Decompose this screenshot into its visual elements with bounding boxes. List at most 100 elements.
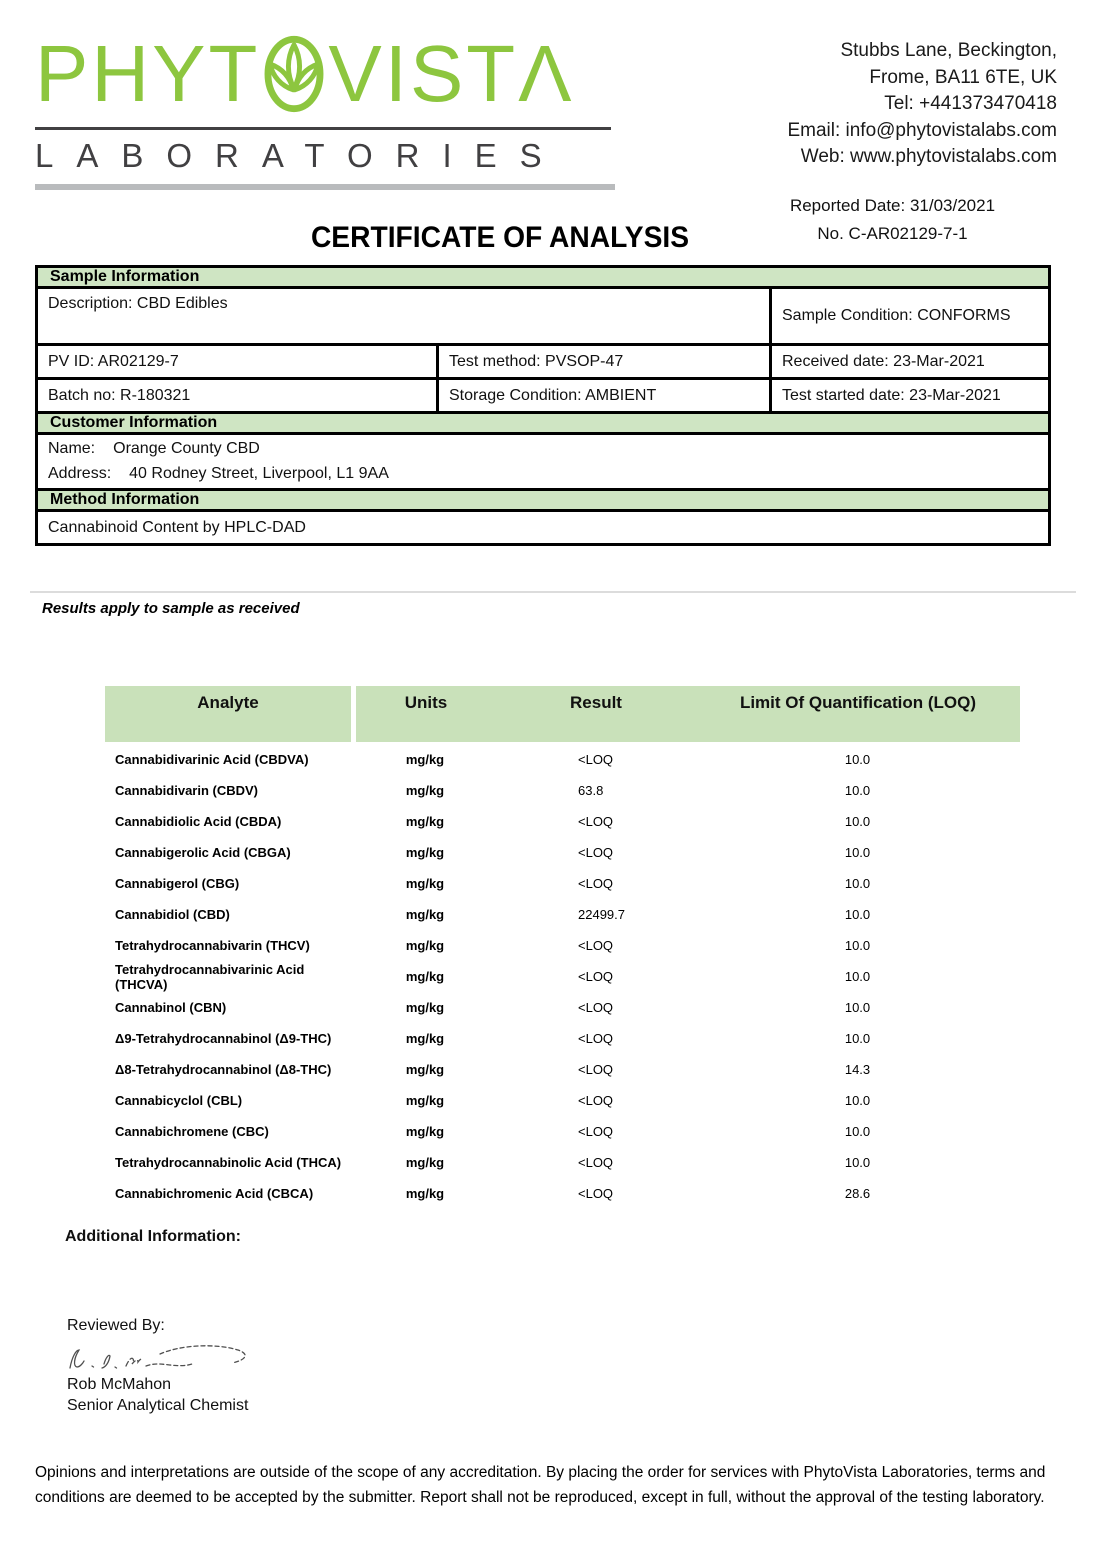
loq-cell: 10.0	[844, 1000, 871, 1015]
table-row: Cannabidiolic Acid (CBDA) mg/kg <LOQ 10.…	[105, 806, 1020, 837]
loq-cell: 14.3	[844, 1062, 871, 1077]
analyte-cell: Δ9-Tetrahydrocannabinol (Δ9-THC)	[115, 1031, 332, 1046]
loq-column-header: Limit Of Quantification (LOQ)	[739, 693, 977, 712]
customer-information-header: Customer Information	[38, 414, 1048, 435]
analyte-cell: Cannabidiol (CBD)	[115, 907, 230, 922]
analyte-cell: Cannabichromene (CBC)	[115, 1124, 269, 1139]
method-information-header: Method Information	[38, 491, 1048, 512]
units-cell: mg/kg	[405, 876, 445, 891]
sample-ids-row: PV ID: AR02129-7 Test method: PVSOP-47 R…	[38, 346, 1048, 380]
result-cell: <LOQ	[578, 1062, 614, 1077]
sample-information-header: Sample Information	[38, 268, 1048, 289]
footer-disclaimer: Opinions and interpretations are outside…	[35, 1464, 1046, 1506]
customer-details: Name: Orange County CBD Address: 40 Rodn…	[38, 435, 1048, 491]
loq-cell: 10.0	[844, 969, 871, 984]
table-row: Δ9-Tetrahydrocannabinol (Δ9-THC) mg/kg <…	[105, 1023, 1020, 1054]
info-table: Sample Information Description: CBD Edib…	[35, 265, 1051, 546]
loq-cell: 10.0	[844, 938, 871, 953]
analyte-column-header: Analyte	[105, 686, 351, 742]
loq-cell: 10.0	[844, 1031, 871, 1046]
leaf-icon	[264, 35, 324, 113]
loq-cell: 10.0	[844, 814, 871, 829]
customer-address-row: Address: 40 Rodney Street, Liverpool, L1…	[48, 465, 1038, 483]
table-row: Cannabidivarin (CBDV) mg/kg 63.8 10.0	[105, 775, 1020, 806]
logo-word-part2: VIST	[328, 29, 519, 118]
result-cell: 63.8	[578, 783, 604, 798]
table-row: Cannabigerol (CBG) mg/kg <LOQ 10.0	[105, 868, 1020, 899]
results-rows: Cannabidivarinic Acid (CBDVA) mg/kg <LOQ…	[105, 744, 1020, 1209]
result-cell: <LOQ	[578, 969, 614, 984]
additional-information-label: Additional Information:	[65, 1228, 241, 1245]
sample-description-row: Description: CBD Edibles Sample Conditio…	[38, 289, 1048, 346]
analyte-cell: Tetrahydrocannabivarin (THCV)	[115, 938, 310, 953]
logo-word-part3: Λ	[518, 29, 575, 118]
result-cell: <LOQ	[578, 752, 614, 767]
reported-date: Reported Date: 31/03/2021	[789, 196, 996, 215]
result-cell: 22499.7	[578, 907, 625, 922]
result-cell: <LOQ	[578, 1031, 614, 1046]
analyte-cell: Δ8-Tetrahydrocannabinol (Δ8-THC)	[115, 1062, 332, 1077]
analyte-cell: Cannabigerol (CBG)	[115, 876, 240, 891]
units-cell: mg/kg	[405, 938, 445, 953]
results-table-header: Analyte Units Result Limit Of Quantifica…	[105, 686, 1020, 742]
loq-cell: 10.0	[844, 907, 871, 922]
units-cell: mg/kg	[405, 907, 445, 922]
result-cell: <LOQ	[578, 1186, 614, 1201]
separator-line	[30, 591, 1076, 593]
contact-address-line1: Stubbs Lane, Beckington,	[840, 40, 1057, 61]
logo-divider-line	[35, 127, 611, 130]
analyte-cell: Cannabichromenic Acid (CBCA)	[115, 1186, 314, 1201]
analyte-cell: Cannabigerolic Acid (CBGA)	[115, 845, 291, 860]
lab-contact-block: Stubbs Lane, Beckington, Frome, BA11 6TE…	[787, 38, 1057, 171]
reviewer-name: Rob McMahon	[67, 1376, 172, 1393]
results-table: Analyte Units Result Limit Of Quantifica…	[105, 686, 1020, 1209]
result-cell: <LOQ	[578, 938, 614, 953]
test-started-date: Test started date: 23-Mar-2021	[769, 380, 1048, 411]
loq-cell: 10.0	[844, 1155, 871, 1170]
batch-row: Batch no: R-180321 Storage Condition: AM…	[38, 380, 1048, 414]
loq-cell: 10.0	[844, 876, 871, 891]
method-description: Cannabinoid Content by HPLC-DAD	[48, 518, 306, 536]
result-cell: <LOQ	[578, 845, 614, 860]
customer-name: Orange County CBD	[113, 440, 260, 457]
test-method: Test method: PVSOP-47	[436, 346, 769, 377]
contact-address-line2: Frome, BA11 6TE, UK	[869, 66, 1057, 88]
result-cell: <LOQ	[578, 1093, 614, 1108]
sample-description: Description: CBD Edibles	[48, 295, 228, 312]
storage-condition: Storage Condition: AMBIENT	[436, 380, 769, 411]
table-row: Cannabichromene (CBC) mg/kg <LOQ 10.0	[105, 1116, 1020, 1147]
analyte-cell: Cannabidiolic Acid (CBDA)	[115, 814, 282, 829]
units-cell: mg/kg	[405, 1155, 445, 1170]
customer-name-row: Name: Orange County CBD	[48, 440, 1038, 458]
units-cell: mg/kg	[405, 1000, 445, 1015]
table-row: Cannabigerolic Acid (CBGA) mg/kg <LOQ 10…	[105, 837, 1020, 868]
units-cell: mg/kg	[405, 814, 445, 829]
units-cell: mg/kg	[405, 1062, 445, 1077]
units-cell: mg/kg	[405, 783, 445, 798]
analyte-cell: Cannabicyclol (CBL)	[115, 1093, 243, 1108]
results-note: Results apply to sample as received	[42, 600, 300, 617]
table-row: Cannabicyclol (CBL) mg/kg <LOQ 10.0	[105, 1085, 1020, 1116]
units-cell: mg/kg	[405, 969, 445, 984]
loq-cell: 10.0	[844, 752, 871, 767]
contact-email: Email: info@phytovistalabs.com	[787, 119, 1057, 141]
result-column-header: Result	[570, 693, 622, 712]
pv-id: PV ID: AR02129-7	[48, 352, 179, 370]
customer-address-label: Address:	[48, 465, 112, 482]
units-cell: mg/kg	[405, 752, 445, 767]
table-row: Cannabichromenic Acid (CBCA) mg/kg <LOQ …	[105, 1178, 1020, 1209]
sample-condition: Sample Condition: CONFORMS	[769, 289, 1048, 343]
result-cell: <LOQ	[578, 876, 614, 891]
table-row: Cannabidiol (CBD) mg/kg 22499.7 10.0	[105, 899, 1020, 930]
result-cell: <LOQ	[578, 814, 614, 829]
loq-cell: 10.0	[844, 783, 871, 798]
units-column-header: Units	[404, 693, 448, 712]
units-cell: mg/kg	[405, 845, 445, 860]
contact-tel: Tel: +441373470418	[884, 93, 1057, 114]
report-meta-block: Reported Date: 31/03/2021 No. C-AR02129-…	[775, 196, 1010, 244]
loq-cell: 10.0	[844, 845, 871, 860]
received-date: Received date: 23-Mar-2021	[769, 346, 1048, 377]
result-cell: <LOQ	[578, 1155, 614, 1170]
analyte-cell: Cannabidivarinic Acid (CBDVA)	[115, 752, 309, 767]
